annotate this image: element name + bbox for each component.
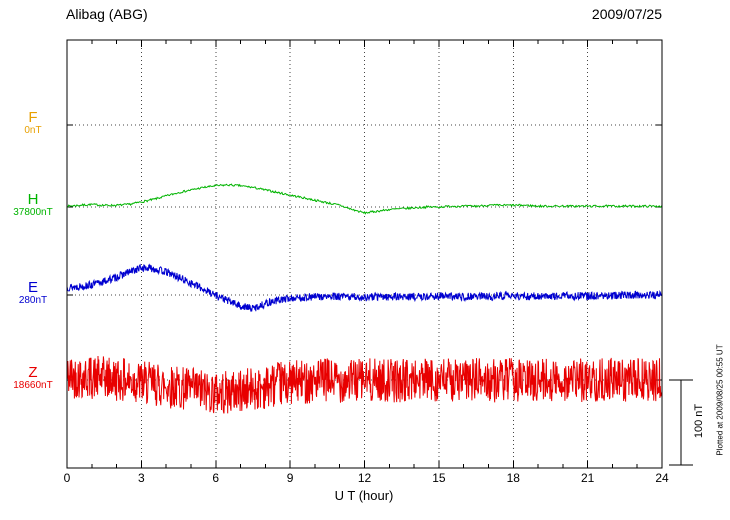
component-letter-H: H [27, 191, 39, 208]
plotted-at-watermark: Plotted at 2009/08/25 00:55 UT [715, 344, 725, 456]
component-label-E: E 280nT [2, 280, 64, 306]
component-letter-Z: Z [28, 364, 38, 381]
component-baseline-E: 280nT [18, 295, 48, 306]
station-title: Alibag (ABG) [66, 6, 148, 22]
component-letter-E: E [27, 279, 38, 296]
component-letter-F: F [28, 109, 38, 126]
component-label-H: H 37800nT [2, 192, 64, 218]
trace-E [66, 263, 663, 312]
plot-frame [66, 39, 663, 469]
component-baseline-Z: 18660nT [13, 380, 53, 391]
component-label-Z: Z 18660nT [2, 365, 64, 391]
scale-bar-label: 100 nT [693, 403, 705, 439]
trace-H [66, 183, 663, 215]
trace-Z [66, 355, 663, 414]
component-baseline-F: 0nT [24, 125, 42, 136]
component-baseline-H: 37800nT [13, 207, 53, 218]
x-axis-label: U T (hour) [334, 488, 394, 503]
component-label-F: F 0nT [2, 110, 64, 136]
plot-date: 2009/07/25 [591, 6, 662, 22]
